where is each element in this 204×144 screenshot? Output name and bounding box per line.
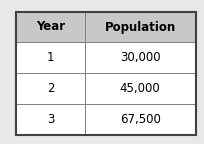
Text: 1: 1 [47, 51, 54, 65]
Text: 2: 2 [47, 82, 54, 95]
Bar [16, 12, 196, 135]
Bar [16, 73, 84, 104]
Bar [84, 12, 196, 42]
Text: Year: Year [36, 20, 65, 34]
Text: Population: Population [105, 20, 176, 34]
Bar [84, 42, 196, 73]
Text: 3: 3 [47, 113, 54, 126]
Bar [84, 104, 196, 135]
Bar [84, 73, 196, 104]
Text: 30,000: 30,000 [120, 51, 161, 65]
Bar [16, 12, 84, 42]
Bar [16, 104, 84, 135]
Text: 67,500: 67,500 [120, 113, 161, 126]
Bar [16, 42, 84, 73]
Text: 45,000: 45,000 [120, 82, 161, 95]
